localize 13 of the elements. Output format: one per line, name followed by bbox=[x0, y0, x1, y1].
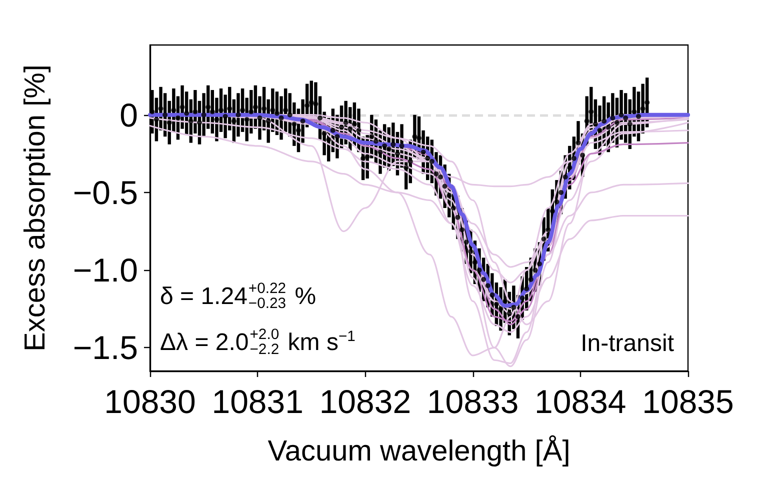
x-tick-label: 10830 bbox=[104, 383, 196, 420]
x-tick-label: 10835 bbox=[642, 383, 734, 420]
y-tick-label: −1.0 bbox=[72, 252, 138, 289]
x-tick-label: 10834 bbox=[534, 383, 626, 420]
x-axis-title: Vacuum wavelength [Å] bbox=[268, 434, 570, 468]
x-tick-label: 10832 bbox=[319, 383, 412, 420]
x-tick-label: 10833 bbox=[426, 383, 519, 420]
annotation: In-transit bbox=[580, 330, 674, 357]
y-axis-title: Excess absorption [%] bbox=[20, 64, 52, 352]
y-tick-label: −1.5 bbox=[72, 329, 138, 366]
x-tick-label: 10831 bbox=[212, 383, 304, 420]
y-tick-label: 0 bbox=[120, 96, 138, 134]
y-tick-label: −0.5 bbox=[72, 174, 138, 211]
